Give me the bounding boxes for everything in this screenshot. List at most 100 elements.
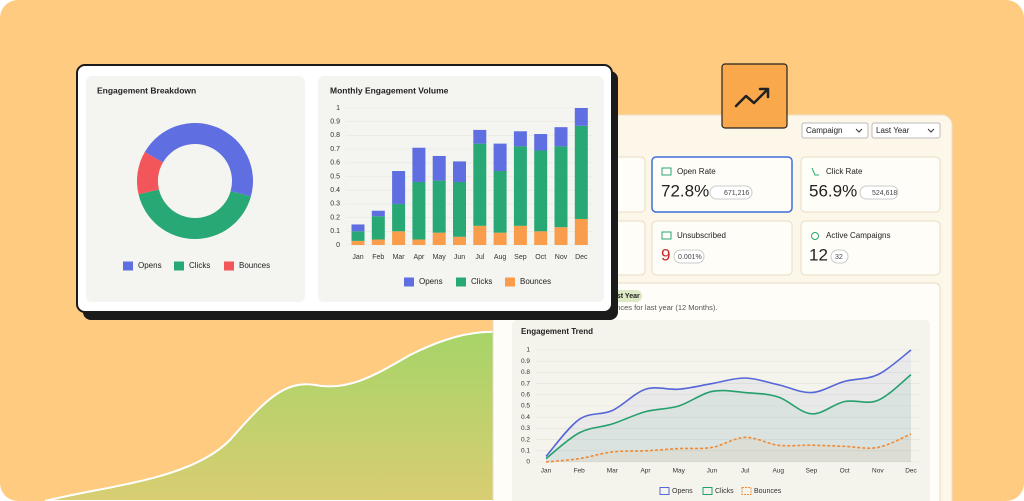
- badge-text: 32: [835, 254, 843, 261]
- x-tick-label: Jul: [741, 468, 750, 475]
- y-tick-label: 0.1: [521, 448, 530, 455]
- bar-segment: [574, 125, 588, 219]
- area-fill: [546, 350, 911, 462]
- icon: [661, 167, 672, 176]
- legend-swatch: [224, 261, 234, 271]
- legend-swatch: [741, 487, 752, 495]
- y-tick-label: 0.1: [330, 228, 340, 235]
- bar-segment: [371, 239, 385, 245]
- x-tick-label: Mar: [607, 468, 619, 475]
- legend-swatch: [505, 277, 515, 287]
- bar-segment: [453, 161, 466, 182]
- bar-segment: [371, 216, 385, 240]
- bar-segment: [534, 134, 548, 151]
- x-tick-label: Dec: [575, 254, 588, 261]
- bar-segment: [554, 146, 568, 228]
- legend-swatch: [659, 487, 670, 495]
- bar-segment: [554, 127, 568, 147]
- y-tick-label: 0.7: [521, 380, 530, 387]
- y-tick-label: 0.3: [330, 201, 340, 208]
- bar-segment: [554, 227, 568, 245]
- y-tick-label: 0.5: [521, 403, 530, 410]
- legend-swatch: [702, 487, 713, 495]
- bar-segment: [453, 236, 466, 245]
- card-label: Active Campaigns: [826, 231, 890, 240]
- card-label: Unsubscribed: [677, 231, 726, 240]
- card[interactable]: [800, 156, 941, 213]
- y-tick-label: 0.9: [330, 119, 340, 126]
- x-tick-label: Oct: [535, 254, 546, 261]
- x-tick-label: Jun: [454, 254, 465, 261]
- chevron: [855, 128, 863, 133]
- trend-icon: [721, 63, 788, 129]
- bar-segment: [534, 150, 548, 232]
- legend-label: Opens: [138, 261, 162, 270]
- y-tick-label: 0: [336, 242, 340, 249]
- chart-title: Engagement Breakdown: [97, 85, 196, 95]
- bar-segment: [513, 146, 527, 226]
- filter-label: Last Year: [876, 126, 910, 135]
- filter-select[interactable]: [871, 122, 941, 139]
- bar-segment: [493, 143, 507, 172]
- card-label: Open Rate: [677, 167, 716, 176]
- card[interactable]: [651, 220, 793, 276]
- y-tick-label: 0.6: [521, 392, 530, 399]
- x-tick-label: Jan: [541, 468, 552, 475]
- x-tick-label: Nov: [555, 254, 568, 261]
- badge-text: 0.001%: [678, 254, 702, 261]
- card[interactable]: [651, 156, 793, 213]
- x-tick-label: May: [433, 254, 447, 261]
- y-tick-label: 1: [526, 347, 530, 354]
- bar-segment: [574, 218, 588, 245]
- chart-panel: [86, 76, 305, 302]
- x-tick-label: Aug: [494, 254, 507, 261]
- bar-segment: [473, 129, 487, 144]
- bar-segment: [392, 171, 406, 204]
- chart-panel: [512, 320, 930, 501]
- line: [545, 374, 912, 460]
- icon: [661, 231, 672, 240]
- y-tick-label: 0: [526, 459, 530, 466]
- legend-label: Bounces: [520, 277, 551, 286]
- y-tick-label: 0.2: [330, 214, 340, 221]
- y-tick-label: 0.8: [330, 132, 340, 139]
- line: [545, 349, 912, 457]
- x-tick-label: Nov: [872, 468, 884, 475]
- legend-swatch: [123, 261, 133, 271]
- bar-segment: [493, 171, 507, 233]
- filter-label: Campaign: [806, 126, 842, 135]
- bar-segment: [412, 147, 426, 182]
- y-tick-label: 0.3: [521, 425, 530, 432]
- card-value: 56.9%: [809, 181, 857, 200]
- bar-segment: [371, 210, 385, 217]
- legend-swatch: [456, 277, 466, 287]
- icon: [811, 167, 819, 176]
- filter-select[interactable]: [801, 122, 869, 139]
- y-tick-label: 0.4: [521, 414, 530, 421]
- y-tick-label: 0.6: [330, 160, 340, 167]
- legend-label: Bounces: [754, 488, 782, 495]
- section-desc: unces for last year (12 Months).: [612, 303, 717, 312]
- legend-label: Clicks: [715, 488, 734, 495]
- bar-segment: [392, 231, 406, 245]
- card-label: Click Rate: [826, 167, 863, 176]
- legend-label: Bounces: [239, 261, 270, 270]
- x-tick-label: Jan: [352, 254, 363, 261]
- x-tick-label: Oct: [840, 468, 850, 475]
- x-tick-label: Jun: [707, 468, 718, 475]
- bar-segment: [513, 131, 527, 147]
- x-tick-label: Sep: [514, 254, 527, 261]
- bar-segment: [351, 224, 365, 232]
- badge-text: 671,216: [724, 190, 749, 197]
- x-tick-label: Aug: [772, 468, 784, 475]
- badge: [709, 185, 753, 200]
- chart-title: Monthly Engagement Volume: [330, 85, 449, 95]
- x-tick-label: Jul: [475, 254, 484, 261]
- bar-segment: [432, 180, 446, 233]
- bar-segment: [351, 240, 365, 245]
- x-tick-label: Feb: [372, 254, 384, 261]
- line: [545, 433, 912, 463]
- bar-segment: [473, 143, 487, 226]
- icon: [811, 232, 819, 240]
